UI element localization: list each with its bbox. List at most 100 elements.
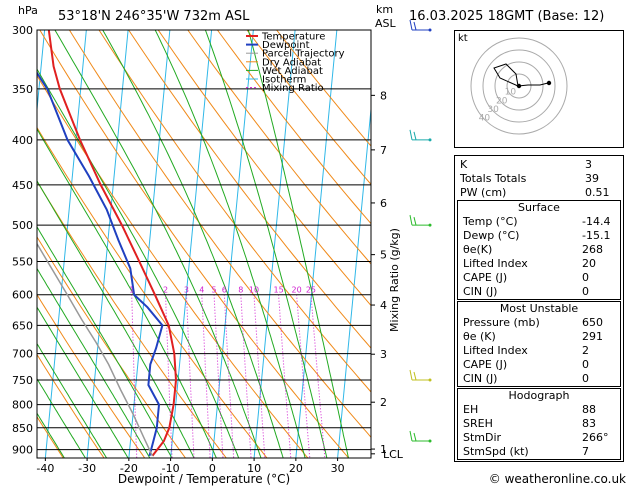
hodograph-stat-label: SREH: [463, 417, 493, 430]
hodograph-ring: [482, 49, 556, 123]
x-tick-label: 0: [209, 462, 216, 475]
pressure-tick-label: 700: [12, 348, 33, 361]
wind-barb-flag: [409, 215, 413, 226]
most-unstable-label: Lifted Index: [463, 344, 528, 357]
mixing-ratio-line: [240, 294, 252, 458]
legend-entry: Isotherm: [262, 75, 306, 86]
isotherm-line: [44, 30, 87, 458]
hodograph-stat-value: 88: [582, 403, 596, 416]
hodograph-stat-row: SREH 83: [458, 417, 620, 431]
surface-label: Dewp (°C): [463, 229, 520, 242]
asl-unit-label: ASL: [375, 17, 397, 30]
most-unstable-label: CAPE (J): [463, 358, 508, 371]
index-row: Totals Totals 39: [455, 172, 623, 186]
location-title: 53°18'N 246°35'W 732m ASL: [58, 9, 250, 24]
legend-entry: Dry Adiabat: [262, 57, 321, 68]
wet-adiabat-line: [37, 342, 108, 458]
mixing-ratio-line: [213, 294, 224, 458]
most-unstable-label: CIN (J): [463, 372, 498, 385]
wet-adiabat-line: [102, 30, 284, 458]
hodograph-ring-label: 20: [496, 96, 508, 106]
km-tick-label: 4: [380, 299, 387, 312]
dry-adiabat-line: [39, 30, 349, 458]
most-unstable-value: 0: [582, 372, 589, 385]
km-tick-label: 7: [380, 144, 387, 157]
pressure-tick-label: 400: [12, 134, 33, 147]
surface-label: Lifted Index: [463, 257, 528, 270]
wind-barb-flag: [413, 21, 417, 31]
pressure-tick-label: 650: [12, 319, 33, 332]
hodograph-stat-row: StmDir 266°: [458, 431, 620, 445]
pressure-tick-label: 450: [12, 179, 33, 192]
mixing-ratio-label: 10: [249, 286, 259, 295]
wind-barb-flag: [413, 131, 417, 140]
hodograph-box: Hodograph EH 88 SREH 83 StmDir 266° StmSpd (kt…: [457, 388, 621, 460]
copyright-text: © weatheronline.co.uk: [489, 472, 626, 486]
hodograph-stat-label: StmSpd (kt): [463, 445, 529, 458]
x-tick-label: -10: [162, 462, 180, 475]
pressure-tick-label: 550: [12, 256, 33, 269]
pressure-tick-label: 600: [12, 289, 33, 302]
hpa-unit-label: hPa: [18, 4, 38, 17]
wind-barb-point: [428, 138, 432, 142]
dry-adiabat-line: [37, 353, 105, 458]
wind-barb-flag: [409, 369, 413, 381]
dry-adiabat-line: [37, 74, 309, 458]
surface-label: CAPE (J): [463, 271, 508, 284]
km-tick-label: 2: [380, 396, 387, 409]
wind-barb-point: [428, 28, 432, 32]
dry-adiabat-line: [157, 30, 371, 307]
wet-adiabat-line: [37, 225, 173, 458]
wet-adiabat-line: [204, 30, 328, 458]
km-tick-label: 1: [380, 443, 387, 456]
pressure-tick-label: 800: [12, 399, 33, 412]
mixing-ratio-label: 15: [274, 286, 284, 295]
mixing-ratio-label: 25: [306, 286, 316, 295]
surface-value: -14.4: [582, 215, 611, 228]
most-unstable-row: CAPE (J) 0: [458, 358, 620, 372]
dry-adiabat-line: [37, 180, 227, 458]
surface-value: 268: [582, 243, 603, 256]
surface-value: -15.1: [582, 229, 611, 242]
hodograph-stat-value: 7: [582, 445, 589, 458]
legend-entry: Temperature: [261, 32, 325, 43]
x-tick-label: -30: [78, 462, 96, 475]
wind-barb-flag: [413, 216, 417, 226]
index-value: 0.51: [585, 186, 610, 199]
hodograph-ring: [506, 73, 532, 99]
wind-barb-point: [428, 439, 432, 443]
mixing-ratio-line: [253, 294, 266, 458]
most-unstable-value: 2: [582, 344, 589, 357]
hodograph-stat-row: EH 88: [458, 403, 620, 417]
index-label: K: [460, 158, 468, 171]
legend-entry: Wet Adiabat: [262, 66, 323, 77]
most-unstable-row: Lifted Index 2: [458, 344, 620, 358]
km-tick-label: 3: [380, 348, 387, 361]
mixing-ratio-line: [201, 294, 211, 458]
legend-entry: Dewpoint: [262, 40, 310, 51]
dry-adiabat-line: [216, 30, 371, 225]
most-unstable-row: Pressure (mb) 650: [458, 316, 620, 330]
pressure-tick-label: 350: [12, 83, 33, 96]
isotherm-line: [211, 30, 254, 458]
wind-barb-flag: [409, 430, 413, 442]
wind-barb-point: [428, 223, 432, 227]
hodograph-trace: [493, 63, 519, 87]
dry-adiabat-line: [246, 30, 371, 186]
most-unstable-value: 650: [582, 316, 603, 329]
hodograph-trace-upper: [517, 82, 549, 87]
hodograph-unit: kt: [458, 33, 468, 44]
index-label: Totals Totals: [460, 172, 527, 185]
x-tick-label: 30: [331, 462, 345, 475]
isotherm-line: [337, 104, 371, 458]
surface-row: CIN (J) 0: [458, 285, 620, 299]
most-unstable-row: θe (K) 291: [458, 330, 620, 344]
index-label: PW (cm): [460, 186, 507, 199]
mixing-ratio-line: [131, 294, 138, 458]
x-tick-label: 20: [289, 462, 303, 475]
surface-row: Temp (°C) -14.4: [458, 215, 620, 229]
most-unstable-value: 291: [582, 330, 603, 343]
mixing-ratio-axis-title: Mixing Ratio (g/kg): [388, 228, 401, 332]
